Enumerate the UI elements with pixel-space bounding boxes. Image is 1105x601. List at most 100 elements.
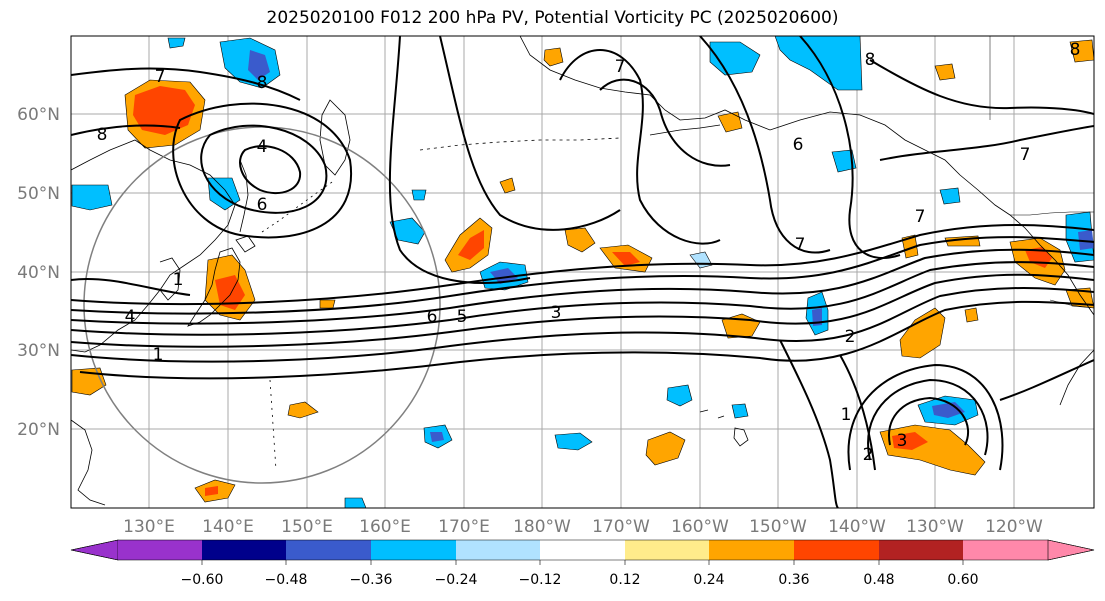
contour-cutoff-1 <box>888 396 970 446</box>
longitude-labels: 130°E 140°E 150°E 160°E 170°E 180°W 170°… <box>123 517 1043 537</box>
contour-label: 8 <box>97 125 108 145</box>
contour-jet-7 <box>79 300 1094 380</box>
pv-positive-core <box>215 275 245 310</box>
colorbar-ticks: −0.60 −0.48 −0.36 −0.24 −0.12 0.12 0.24 … <box>181 572 979 588</box>
pv-negative-blob <box>71 184 113 211</box>
contour-jet-6 <box>71 287 1094 363</box>
lon-label: 140°W <box>828 517 886 537</box>
colorbar-tick-label: 0.36 <box>778 572 809 588</box>
contour-label: 3 <box>551 303 562 323</box>
contour-cutoff-3 <box>847 363 1004 471</box>
contour-label: 3 <box>897 431 908 451</box>
contour-low-mid <box>200 124 328 214</box>
hokkaido <box>235 235 256 253</box>
alaska-coast <box>519 36 1094 316</box>
asia-coast <box>71 139 236 353</box>
map-frame <box>70 35 1095 509</box>
contour-label: 1 <box>153 345 164 365</box>
colorbar-segment <box>625 540 709 560</box>
lon-label: 180°W <box>513 517 571 537</box>
lon-label: 160°W <box>671 517 729 537</box>
sakhalin <box>239 159 249 233</box>
contour-trough-1 <box>388 36 531 284</box>
contour-ridge-3 <box>699 36 831 254</box>
contour-labels: 7 8 4 6 8 7 6 8 7 7 7 4 1 6 5 3 2 1 2 3 … <box>97 40 1081 465</box>
contour-jet-3 <box>71 248 1094 325</box>
contour-cutoff-2 <box>867 378 989 461</box>
colorbar-segment <box>202 540 286 560</box>
pv-positive-core <box>612 252 640 266</box>
lat-label: 30°N <box>17 341 60 361</box>
contour-label: 6 <box>793 135 804 155</box>
figure-title: 2025020100 F012 200 hPa PV, Potential Vo… <box>266 8 839 28</box>
lat-label: 60°N <box>17 105 60 125</box>
contour-label: 5 <box>457 307 468 327</box>
contour-label: 4 <box>125 307 136 327</box>
mariana-islands <box>269 379 277 471</box>
colorbar-segment <box>963 540 1048 560</box>
lat-label: 20°N <box>17 420 60 440</box>
lon-label: 130°W <box>906 517 964 537</box>
colorbar-segment <box>118 540 202 560</box>
colorbar-tick-label: −0.48 <box>265 572 308 588</box>
colorbar-segment <box>286 540 371 560</box>
pv-positive-blob <box>499 177 516 194</box>
colorbar-segment <box>70 539 119 561</box>
contour-south-2 <box>839 354 876 471</box>
contour-label: 4 <box>257 137 268 157</box>
japan-islands <box>187 247 241 327</box>
contour-label: 1 <box>841 405 852 425</box>
contour-jet-1 <box>71 224 1094 306</box>
lat-label: 50°N <box>17 184 60 204</box>
colorbar-tick-label: −0.12 <box>519 572 562 588</box>
lon-label: 130°E <box>123 517 175 537</box>
contour-label: 8 <box>865 50 876 70</box>
colorbar-tick-label: −0.36 <box>350 572 393 588</box>
pv-contours <box>71 36 1094 508</box>
colorbar-tick-label: 0.60 <box>947 572 978 588</box>
pv-positive-core <box>458 230 484 260</box>
pv-negative-core <box>1078 230 1094 250</box>
pv-positive-blob <box>1069 39 1094 63</box>
colorbar-segment <box>709 540 794 560</box>
contour-label: 6 <box>257 195 268 215</box>
contour-ridge-2 <box>599 78 731 167</box>
colorbar-segment <box>879 540 963 560</box>
contour-label: 2 <box>845 327 856 347</box>
contour-low-outer <box>172 102 353 239</box>
contour-label: 7 <box>915 207 926 227</box>
contour-trough-2 <box>439 36 621 231</box>
colorbar-segment <box>371 540 456 560</box>
pv-positive-blob <box>964 307 979 323</box>
colorbar-tick-label: 0.48 <box>863 572 894 588</box>
pv-negative-blob <box>344 497 367 508</box>
contour-jet-2 <box>71 236 1094 315</box>
contour-sw-1 <box>71 278 191 296</box>
aleutian-islands <box>419 137 621 151</box>
lon-label: 170°W <box>592 517 650 537</box>
hawaii-islands <box>699 409 749 447</box>
pv-negative-core <box>430 432 444 442</box>
pv-positive-blob <box>319 299 336 309</box>
philippines-coast <box>71 419 106 506</box>
contour-e-3 <box>879 125 1094 161</box>
colorbar-segment <box>456 540 540 560</box>
contour-nw-2 <box>71 124 181 136</box>
pv-negative-core <box>490 268 518 284</box>
pv-negative-blob <box>167 37 186 49</box>
pv-positive-core <box>892 432 928 450</box>
pv-negative-blob <box>731 403 749 419</box>
contour-e-1 <box>799 36 901 259</box>
pv-positive-blob <box>564 227 596 253</box>
contour-label: 8 <box>1070 40 1081 60</box>
mexico-coast <box>1059 349 1094 406</box>
contour-label: 7 <box>615 57 626 77</box>
contour-jet-4 <box>71 261 1094 336</box>
pv-negative-blob <box>666 384 693 407</box>
contour-jet-5 <box>71 273 1094 348</box>
contour-label: 8 <box>257 73 268 93</box>
pv-negative-blob <box>411 189 427 201</box>
colorbar <box>70 539 1095 565</box>
lon-label: 170°E <box>438 517 490 537</box>
